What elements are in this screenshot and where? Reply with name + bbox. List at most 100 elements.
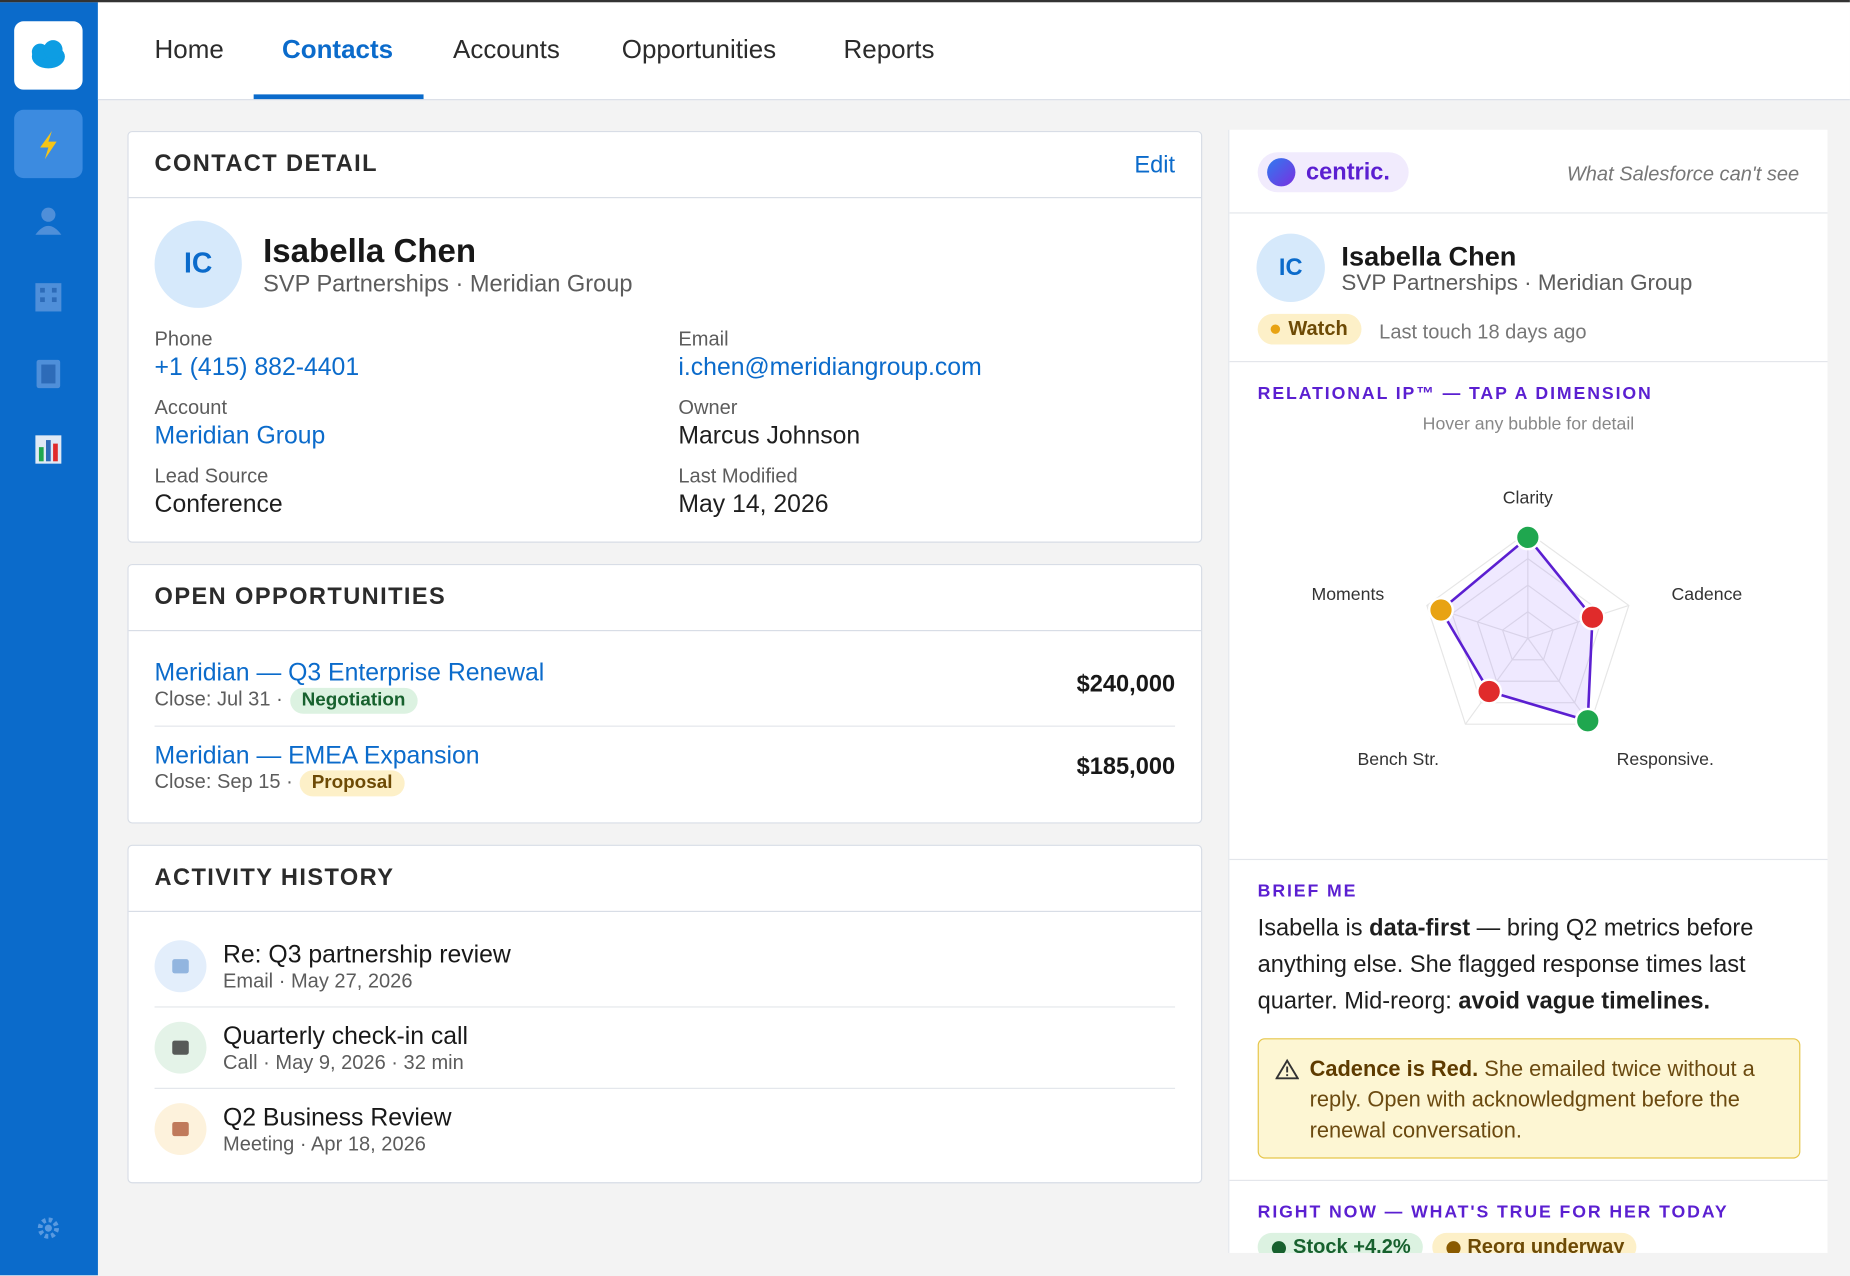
activity-title[interactable]: Quarterly check-in call	[222, 1022, 469, 1051]
divider	[154, 725, 1176, 727]
last-touch: Last touch 18 days ago	[1379, 320, 1587, 344]
chips: Stock +4.2% Reorg underway	[1257, 1232, 1646, 1253]
contact-name: Isabella Chen	[1341, 240, 1517, 272]
opportunity-name[interactable]: Meridian — EMEA Expansion	[154, 742, 480, 770]
card-header	[128, 846, 1202, 912]
tagline: What Salesforce can't see	[1566, 162, 1800, 186]
card-header	[128, 132, 1202, 199]
contact-name: Isabella Chen	[263, 232, 477, 269]
radar-area	[1439, 535, 1594, 723]
brand: centric.	[1306, 159, 1390, 186]
top-nav	[97, 2, 1850, 101]
nav-item[interactable]: Opportunities	[621, 34, 777, 64]
radar-label: Responsive.	[1617, 749, 1714, 769]
warning-icon	[1275, 1058, 1299, 1080]
brand-dot	[1267, 158, 1296, 187]
radar-spoke	[1527, 604, 1630, 639]
radar-bubble[interactable]	[1574, 707, 1601, 734]
radar-ring	[1426, 531, 1630, 725]
field-label: Email	[678, 327, 729, 351]
settings-icon[interactable]	[35, 1215, 61, 1241]
radar-hint: Hover any bubble for detail	[1422, 414, 1635, 435]
radar-bubble[interactable]	[1476, 678, 1503, 705]
stage-chip: Proposal	[299, 770, 405, 797]
section-title: RELATIONAL IP™ — TAP A DIMENSION	[1257, 383, 1653, 404]
field-label: Owner	[678, 396, 738, 419]
nav-icon[interactable]	[31, 355, 66, 390]
nav-icon[interactable]	[31, 203, 66, 238]
top-edge	[0, 0, 1850, 3]
field-value: Conference	[154, 490, 283, 518]
card-title: ACTIVITY HISTORY	[154, 864, 395, 891]
status-chip: Reorg underway	[1431, 1232, 1637, 1253]
brief-part: data-first	[1369, 915, 1471, 942]
nav-icon[interactable]	[31, 278, 66, 313]
radar-bubble[interactable]	[1514, 524, 1541, 551]
chip-dot	[1271, 1241, 1286, 1253]
field-value: Marcus Johnson	[678, 422, 861, 450]
activity-title[interactable]: Re: Q3 partnership review	[222, 941, 511, 969]
activity-title[interactable]: Q2 Business Review	[222, 1104, 452, 1132]
close-date: Close: Jul 31 ·	[154, 687, 283, 711]
field-value[interactable]: +1 (415) 882-4401	[154, 353, 360, 382]
section-title: BRIEF ME	[1257, 881, 1358, 902]
activity-meta: Call · May 9, 2026 · 32 min	[222, 1051, 464, 1074]
activity-meta: Meeting · Apr 18, 2026	[222, 1132, 426, 1156]
activity-icon	[154, 1103, 207, 1156]
divider	[1229, 212, 1828, 214]
field-value[interactable]: i.chen@meridiangroup.com	[678, 353, 982, 382]
alert-box: Cadence is Red. She emailed twice withou…	[1257, 1038, 1801, 1159]
nav-item[interactable]: Reports	[843, 34, 935, 64]
nav-icon[interactable]	[31, 431, 66, 466]
logo[interactable]	[14, 21, 83, 90]
field-label: Lead Source	[154, 464, 269, 488]
stage-chip: Negotiation	[289, 687, 418, 714]
radar-label: Moments	[1311, 584, 1384, 604]
card-title: OPEN OPPORTUNITIES	[154, 584, 447, 610]
insight-panel: centric. What Salesforce can't see IC Is…	[1228, 129, 1828, 1253]
radar-label: Cadence	[1671, 584, 1742, 604]
radar-spoke	[1527, 637, 1591, 725]
activity-icon	[154, 940, 207, 993]
field-value: May 14, 2026	[678, 490, 829, 518]
contact-detail-card: CONTACT DETAIL Edit IC Isabella Chen SVP…	[127, 130, 1203, 543]
alert-text: Cadence is Red. She emailed twice withou…	[1310, 1054, 1788, 1146]
chip-text: Stock +4.2%	[1293, 1235, 1411, 1253]
brief-part: — bring Q2 metrics before anything else.…	[1257, 915, 1754, 1015]
opportunities-card: OPEN OPPORTUNITIES Meridian — Q3 Enterpr…	[127, 563, 1203, 824]
opportunity-close-line: Close: Jul 31 · Negotiation	[154, 687, 418, 714]
alert-body: She emailed twice without a reply. Open …	[1309, 1055, 1755, 1143]
brief-part: avoid vague timelines.	[1458, 988, 1711, 1015]
divider	[1229, 858, 1828, 861]
nav-item[interactable]: Home	[154, 34, 224, 64]
card-title: CONTACT DETAIL	[154, 151, 378, 177]
status: Watch	[1288, 317, 1348, 340]
nav-icon-active[interactable]	[14, 109, 83, 179]
contact-subtitle: SVP Partnerships · Meridian Group	[263, 271, 633, 298]
activity-meta: Email · May 27, 2026	[222, 969, 413, 993]
status-chip: Watch	[1257, 313, 1362, 345]
radar-bubble[interactable]	[1428, 597, 1454, 624]
contact-subtitle: SVP Partnerships · Meridian Group	[1341, 271, 1693, 297]
field-value[interactable]: Meridian Group	[154, 422, 326, 450]
card-header	[128, 565, 1202, 632]
status-dot	[1270, 324, 1281, 334]
edit-link[interactable]: Edit	[1134, 152, 1176, 179]
chip-dot	[1446, 1241, 1461, 1253]
nav-item[interactable]: Accounts	[453, 34, 560, 64]
active-underline	[253, 94, 424, 100]
radar-label: Bench Str.	[1357, 749, 1439, 769]
opportunity-close-line: Close: Sep 15 · Proposal	[155, 770, 405, 797]
divider	[154, 1087, 1176, 1089]
opportunity-name[interactable]: Meridian — Q3 Enterprise Renewal	[154, 659, 545, 687]
radar-bubble[interactable]	[1579, 604, 1606, 631]
divider	[1229, 1179, 1828, 1181]
radar-chart: Clarity Cadence Responsive. Bench Str. Momen…	[1311, 488, 1742, 769]
chip-text: Reorg underway	[1467, 1235, 1625, 1253]
avatar: IC	[1256, 233, 1325, 303]
amount: $185,000	[1076, 753, 1176, 780]
nav-item[interactable]: Contacts	[281, 34, 394, 64]
divider	[154, 1006, 1176, 1008]
